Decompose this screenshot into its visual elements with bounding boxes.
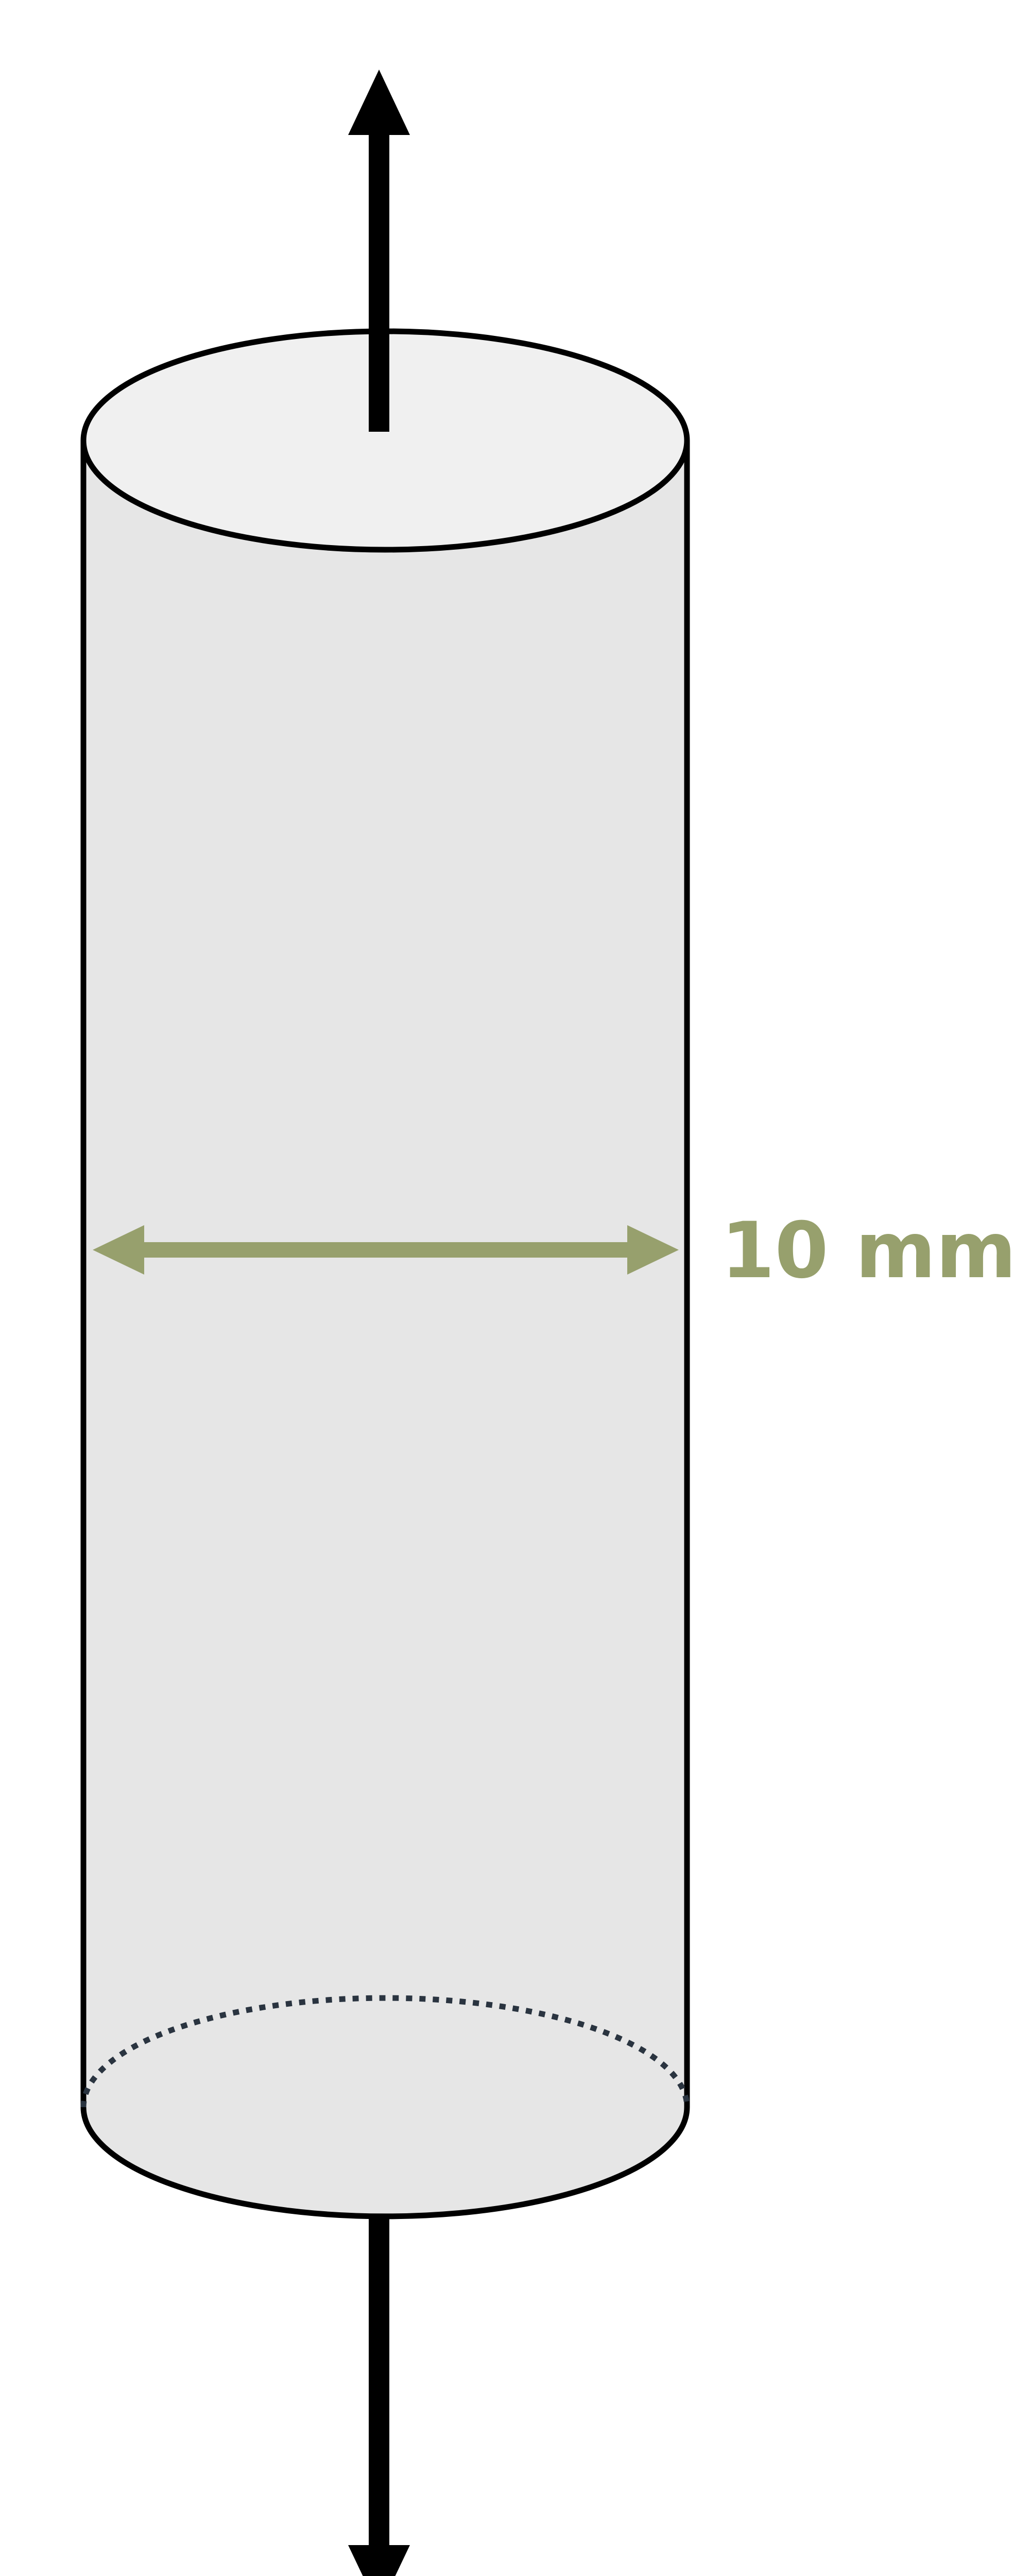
double-headed-arrow-icon bbox=[93, 1225, 679, 1275]
arrow-down-icon bbox=[348, 2215, 410, 2576]
cylinder-body bbox=[83, 440, 687, 2216]
arrow-up-icon bbox=[348, 70, 410, 432]
cylinder-bottom-hidden-edge bbox=[80, 1995, 690, 2108]
dimension-label: 10 mm bbox=[721, 1206, 1017, 1296]
